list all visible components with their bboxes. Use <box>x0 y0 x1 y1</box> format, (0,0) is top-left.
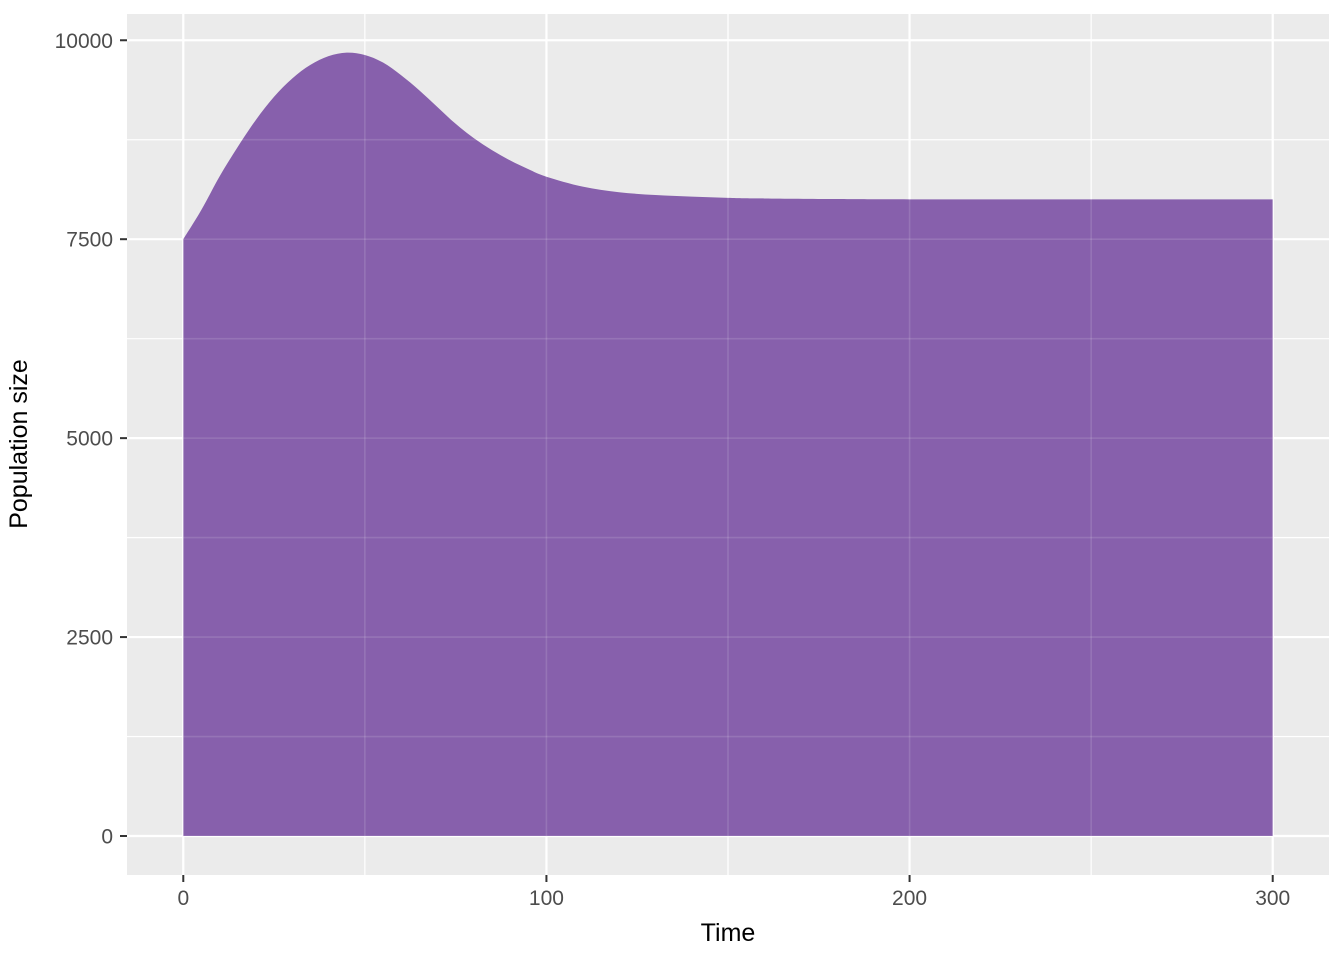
y-axis-tick-label: 5000 <box>66 428 113 451</box>
y-axis-tick-label: 2500 <box>66 627 113 650</box>
axis-tick-marks <box>120 39 1274 882</box>
axis-tick-labels: 0 100 200 300 0 2500 5000 7500 10000 <box>55 30 1291 910</box>
x-axis-tick-label: 300 <box>1255 887 1290 910</box>
y-axis-tick-label: 0 <box>101 826 113 849</box>
x-axis-tick-label: 200 <box>892 887 927 910</box>
x-axis-tick-label: 100 <box>529 887 564 910</box>
y-axis-tick-label: 7500 <box>66 229 113 252</box>
y-axis-tick-label: 10000 <box>55 30 113 53</box>
x-axis-tick-label: 0 <box>177 887 189 910</box>
population-area-series <box>183 52 1273 837</box>
population-area-path <box>183 52 1273 837</box>
grid-overlay-lines <box>127 14 1329 875</box>
y-axis-title: Population size <box>5 359 33 529</box>
x-axis-title: Time <box>701 919 756 947</box>
